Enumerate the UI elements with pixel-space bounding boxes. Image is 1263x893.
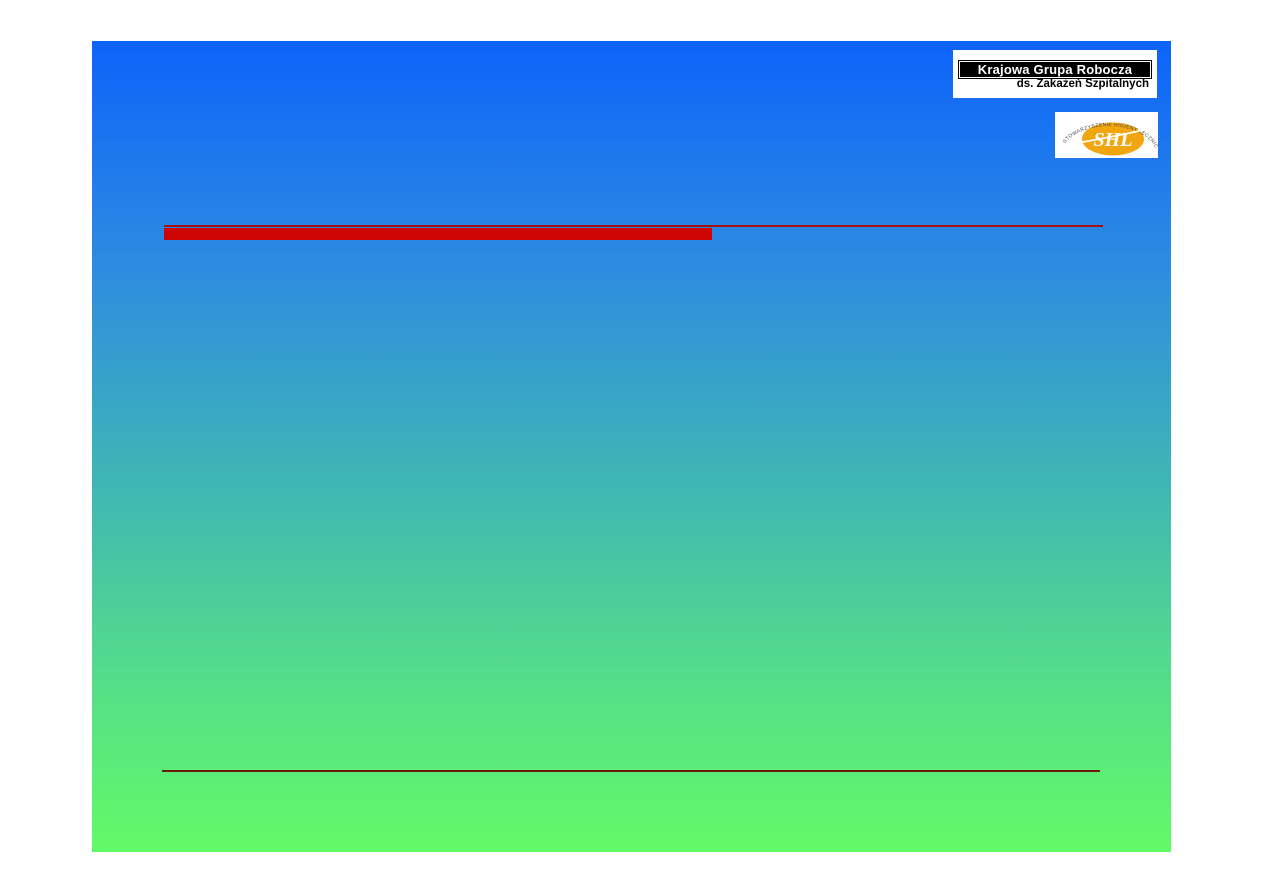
footer-rule (162, 770, 1100, 772)
kgr-banner-title: Krajowa Grupa Robocza (960, 62, 1150, 77)
shl-oval (1082, 122, 1144, 156)
shl-swoosh-icon (1076, 127, 1153, 144)
kgr-banner-subtitle: ds. Zakażeń Szpitalnych (1016, 78, 1149, 90)
shl-logo-graphic: STOWARZYSZENIE HIGIENY LECZNICTWA SHL (1055, 112, 1158, 156)
title-rule-bar (164, 228, 712, 240)
shl-logo: STOWARZYSZENIE HIGIENY LECZNICTWA SHL (1055, 112, 1158, 158)
kgr-banner: Krajowa Grupa Robocza ds. Zakażeń Szpita… (953, 50, 1157, 98)
shl-monogram: SHL (1094, 129, 1133, 151)
slide: Krajowa Grupa Robocza ds. Zakażeń Szpita… (92, 41, 1171, 852)
title-rule-line (164, 225, 1103, 227)
